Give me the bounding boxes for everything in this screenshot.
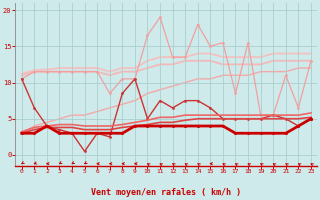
X-axis label: Vent moyen/en rafales ( km/h ): Vent moyen/en rafales ( km/h )	[91, 188, 241, 197]
